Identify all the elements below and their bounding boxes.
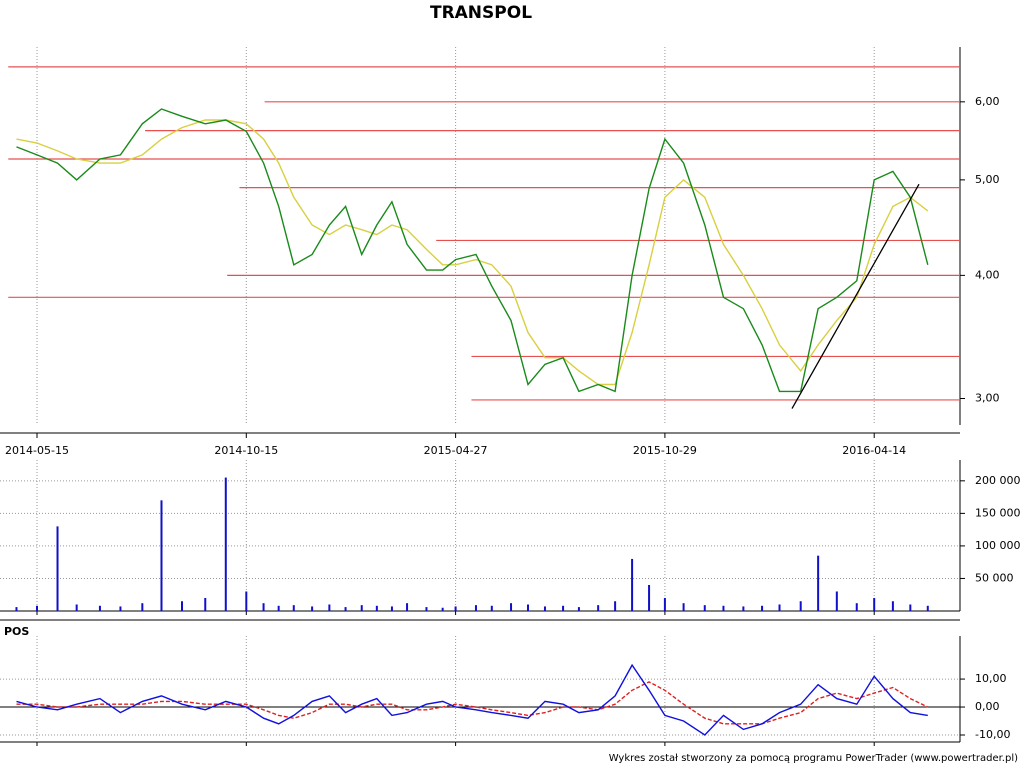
- volume-bar: [490, 605, 493, 611]
- volume-bar: [141, 603, 144, 611]
- volume-bar: [614, 601, 617, 611]
- volume-bar: [344, 607, 347, 611]
- x-tick-label: 2016-04-14: [842, 444, 906, 457]
- panel-title: POS: [4, 625, 29, 638]
- x-tick-label: 2015-04-27: [424, 444, 488, 457]
- volume-bar: [390, 606, 393, 611]
- volume-bar: [454, 606, 457, 611]
- volume-bar: [722, 605, 725, 611]
- volume-bar: [56, 526, 59, 611]
- volume-bar: [682, 603, 685, 611]
- volume-bar: [406, 603, 409, 611]
- volume-bar: [375, 605, 378, 611]
- trendline: [791, 183, 920, 409]
- y-tick-label: 4,00: [975, 268, 1000, 281]
- volume-bar: [562, 605, 565, 611]
- volume-bar: [648, 584, 651, 611]
- volume-bar: [311, 606, 314, 611]
- volume-bar: [262, 603, 265, 611]
- volume-bar: [36, 605, 38, 611]
- volume-bar: [835, 591, 838, 611]
- y-tick-label: 100 000: [975, 539, 1021, 552]
- volume-bar: [510, 603, 513, 611]
- volume-bar: [703, 605, 706, 611]
- volume-bar: [909, 604, 912, 611]
- volume-bar: [873, 597, 876, 611]
- volume-bar: [15, 607, 18, 611]
- volume-bar: [761, 605, 764, 611]
- y-tick-label: 150 000: [975, 506, 1021, 519]
- volume-bar: [527, 604, 530, 611]
- volume-bar: [119, 606, 122, 611]
- y-tick-label: 50 000: [975, 571, 1014, 584]
- volume-bar: [75, 604, 78, 611]
- volume-bar: [778, 604, 781, 611]
- y-tick-label: 5,00: [975, 173, 1000, 186]
- volume-bar: [855, 603, 858, 611]
- y-tick-label: 0,00: [975, 700, 1000, 713]
- volume-bar: [817, 555, 820, 611]
- volume-bar: [597, 605, 600, 611]
- volume-bar: [204, 597, 207, 611]
- volume-bar: [543, 606, 546, 611]
- series-line: [16, 108, 929, 393]
- y-tick-label: 200 000: [975, 474, 1021, 487]
- series-line: [16, 663, 928, 736]
- volume-bar: [224, 477, 227, 611]
- volume-bar: [98, 605, 101, 611]
- volume-bar: [328, 604, 331, 611]
- volume-bar: [799, 601, 802, 611]
- volume-bar: [663, 597, 666, 611]
- volume-bar: [245, 591, 248, 611]
- footer: Wykres został stworzony za pomocą progra…: [609, 753, 1018, 764]
- volume-bar: [441, 607, 444, 611]
- volume-bar: [474, 605, 477, 611]
- volume-bar: [425, 607, 428, 611]
- x-tick-label: 2014-10-15: [214, 444, 278, 457]
- x-tick-label: 2014-05-15: [5, 444, 69, 457]
- series-line: [16, 681, 929, 725]
- y-tick-label: -10,00: [975, 728, 1010, 741]
- volume-bar: [292, 605, 295, 611]
- x-tick-label: 2015-10-29: [633, 444, 697, 457]
- series-line: [16, 119, 929, 386]
- chart-title: TRANSPOL: [430, 3, 532, 23]
- volume-bar: [926, 605, 929, 611]
- y-tick-label: 10,00: [975, 672, 1007, 685]
- volume-bar: [181, 601, 184, 611]
- volume-bar: [742, 606, 745, 611]
- volume-bar: [577, 607, 580, 611]
- volume-bar: [631, 558, 634, 611]
- volume-bar: [891, 601, 894, 611]
- volume-bar: [277, 605, 280, 611]
- volume-bar: [160, 500, 163, 611]
- y-tick-label: 3,00: [975, 392, 1000, 405]
- volume-bar: [360, 605, 363, 611]
- y-tick-label: 6,00: [975, 95, 1000, 108]
